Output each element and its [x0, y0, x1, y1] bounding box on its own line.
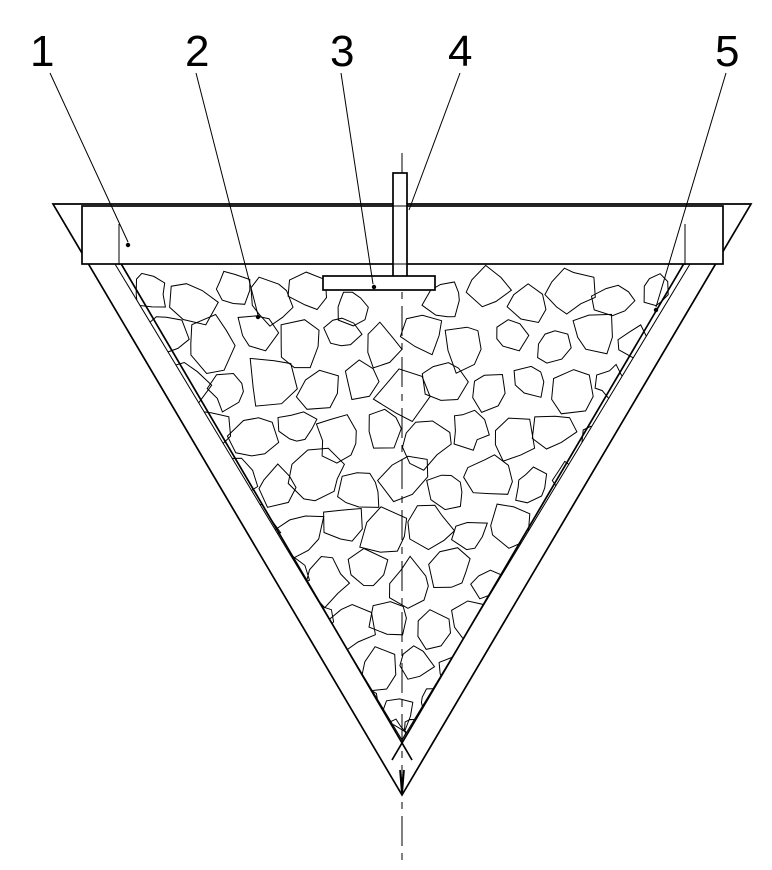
leader-dot [256, 315, 260, 319]
sensor-cap [323, 276, 435, 290]
label-5: 5 [715, 27, 739, 76]
leader-line-2 [196, 73, 258, 315]
label-3: 3 [330, 27, 354, 76]
leader-dot [372, 285, 376, 289]
leader-dot [126, 243, 130, 247]
label-2: 2 [185, 27, 209, 76]
leader-line-5 [656, 73, 726, 307]
leader-dot [654, 308, 658, 312]
label-1: 1 [30, 27, 54, 76]
technical-diagram: 1 2 3 4 5 [0, 0, 772, 870]
label-4: 4 [448, 27, 472, 76]
leader-line-4 [409, 73, 460, 210]
